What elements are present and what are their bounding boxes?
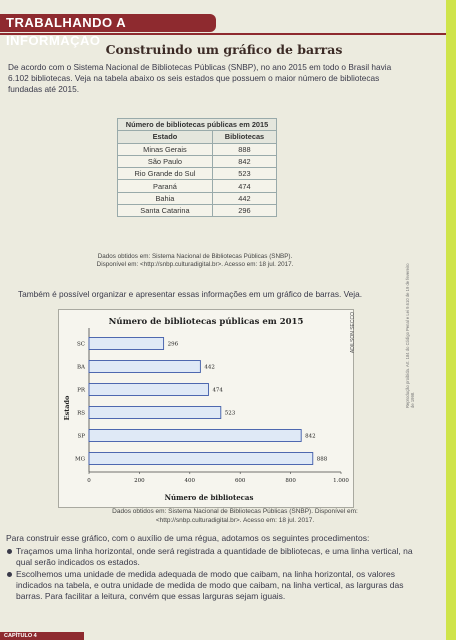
chart-category-label: RS	[77, 411, 85, 417]
table-row: Paraná 474	[117, 179, 278, 193]
column-header-estado: Estado	[117, 130, 213, 144]
photo-credit: ADILSON SECCO	[350, 312, 356, 354]
table-cell-valor: 296	[211, 204, 278, 218]
table-cell-estado: Paraná	[117, 179, 213, 193]
header-rule	[0, 33, 448, 35]
page-edge-strip	[446, 0, 456, 640]
intro-paragraph: De acordo com o Sistema Nacional de Bibl…	[8, 62, 392, 94]
list-item: Escolhemos uma unidade de medida adequad…	[6, 569, 416, 602]
chart-category-label: SC	[77, 342, 85, 348]
legal-note: Reprodução proibida. Art. 184 do Código …	[405, 263, 415, 408]
chart-data-label: 842	[305, 434, 316, 440]
chart-bar	[88, 406, 222, 419]
chart-data-label: 296	[168, 342, 179, 348]
chapter-tag: CAPÍTULO 4	[0, 632, 84, 640]
table-cell-estado: São Paulo	[117, 154, 213, 169]
chart-x-tick-label: 800	[285, 478, 296, 484]
page-title: Construindo um gráfico de barras	[105, 42, 343, 57]
bar-chart-frame: Número de bibliotecas públicas em 2015 E…	[58, 309, 354, 508]
chart-x-axis-label: Número de bibliotecas	[165, 493, 254, 502]
chart-bar	[88, 360, 201, 373]
chart-x-tick-label: 0	[87, 478, 91, 484]
list-item: Traçamos uma linha horizontal, onde será…	[6, 546, 416, 568]
libraries-table: Número de bibliotecas públicas em 2015 E…	[117, 117, 278, 218]
chart-bar	[88, 429, 302, 442]
table-cell-estado: Minas Gerais	[117, 142, 213, 156]
bullet-icon	[7, 572, 12, 577]
chart-y-axis-label: Estado	[63, 395, 71, 420]
table-row: Santa Catarina 296	[117, 204, 278, 218]
chart-x-tick-label: 1.000	[333, 478, 349, 484]
procedure-list: Traçamos uma linha horizontal, onde será…	[6, 546, 416, 602]
table-cell-valor: 474	[211, 179, 278, 193]
chart-bar	[88, 452, 314, 465]
table-row: Minas Gerais 888	[117, 142, 278, 156]
table-cell-valor: 888	[211, 142, 278, 156]
chart-data-label: 888	[317, 457, 328, 463]
chart-x-tick-label: 200	[134, 478, 145, 484]
chart-category-label: BA	[77, 365, 86, 371]
table-cell-estado: Santa Catarina	[117, 204, 213, 218]
chart-title: Número de bibliotecas públicas em 2015	[109, 316, 304, 327]
chart-category-label: PR	[77, 388, 86, 394]
chart-bar	[88, 337, 165, 350]
table-cell-estado: Rio Grande do Sul	[117, 167, 213, 181]
table-caption: Número de bibliotecas públicas em 2015	[117, 117, 277, 132]
chart-bar	[88, 383, 209, 396]
chart-data-label: 474	[212, 388, 223, 394]
bullet-icon	[7, 549, 12, 554]
table-source-note: Dados obtidos em: Sistema Nacional de Bi…	[96, 253, 294, 268]
chart-category-label: SP	[78, 434, 86, 440]
procedure-paragraph: Para construir esse gráfico, com o auxíl…	[6, 533, 370, 543]
chart-x-tick-label: 600	[235, 478, 246, 484]
list-item-text: Escolhemos uma unidade de medida adequad…	[16, 569, 404, 601]
table-cell-valor: 523	[211, 167, 278, 181]
list-item-text: Traçamos uma linha horizontal, onde será…	[16, 546, 413, 567]
chart-x-tick-label: 400	[185, 478, 196, 484]
table-row: São Paulo 842	[117, 154, 278, 169]
procedure-section: Para construir esse gráfico, com o auxíl…	[6, 533, 416, 603]
column-header-bibliotecas: Bibliotecas	[211, 130, 278, 144]
table-cell-estado: Bahia	[117, 191, 213, 206]
table-cell-valor: 442	[211, 191, 278, 206]
table-row: Rio Grande do Sul 523	[117, 167, 278, 181]
chart-category-label: MG	[75, 457, 85, 463]
table-cell-valor: 842	[211, 154, 278, 169]
chart-data-label: 442	[204, 365, 215, 371]
chart-source-note: Dados obtidos em: Sistema Nacional de Bi…	[112, 508, 358, 524]
section-header: TRABALHANDO A INFORMAÇÃO	[0, 14, 216, 48]
chart-data-label: 523	[225, 411, 236, 417]
table-row: Bahia 442	[117, 191, 278, 206]
bar-chart: Número de bibliotecas públicas em 2015 E…	[63, 316, 349, 502]
chart-intro-paragraph: Também é possível organizar e apresentar…	[18, 289, 363, 299]
